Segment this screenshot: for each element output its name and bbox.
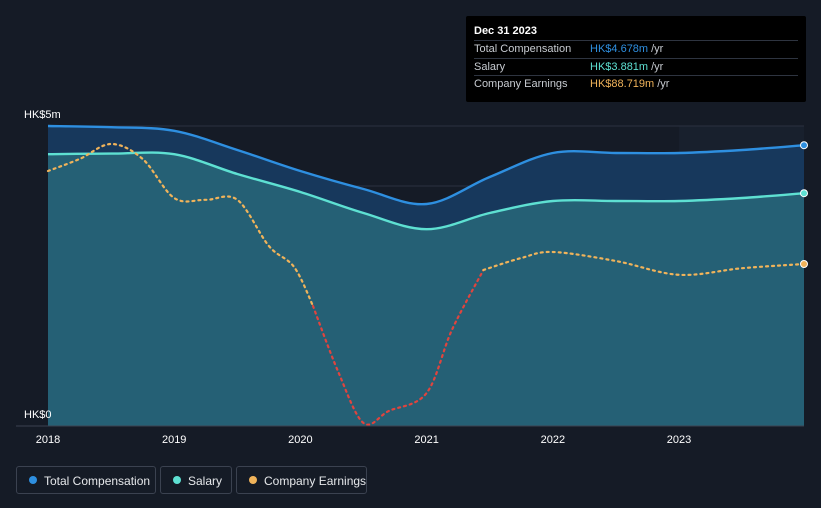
x-tick-label: 2018 [36, 434, 60, 446]
company-earnings-line [46, 142, 806, 426]
total-compensation-line [47, 124, 805, 206]
tooltip-label: Company Earnings [474, 78, 568, 90]
x-tick-label: 2023 [667, 434, 691, 446]
tooltip-label: Total Compensation [474, 43, 572, 55]
legend-item-company-earnings[interactable]: Company Earnings [236, 466, 367, 494]
salary-area [48, 152, 804, 426]
earnings-segment-dip [311, 268, 485, 426]
legend-label: Total Compensation [44, 474, 151, 488]
tooltip-value: HK$88.719m/yr [590, 78, 670, 90]
legend-label: Salary [188, 474, 223, 488]
earnings-segment-early [46, 142, 315, 308]
total-compensation-dot-icon [29, 476, 37, 484]
y-tick-label-bottom: HK$0 [24, 409, 52, 421]
salary-dot-icon [173, 476, 181, 484]
earnings-segment-late [482, 250, 806, 277]
x-tick-label: 2022 [541, 434, 565, 446]
tooltip: Dec 31 2023 Total Compensation HK$4.678m… [466, 16, 806, 102]
y-axis-ticks: HK$5m HK$0 [24, 109, 61, 421]
legend-item-salary[interactable]: Salary [160, 466, 232, 494]
tooltip-row-total: Total Compensation HK$4.678m/yr [474, 40, 798, 58]
tooltip-date: Dec 31 2023 [474, 25, 537, 37]
legend-item-total-compensation[interactable]: Total Compensation [16, 466, 156, 494]
salary-end-marker [800, 189, 808, 198]
x-tick-label: 2019 [162, 434, 186, 446]
tooltip-row-earnings: Company Earnings HK$88.719m/yr [474, 75, 798, 93]
tooltip-value: HK$4.678m/yr [590, 43, 664, 55]
tooltip-label: Salary [474, 61, 506, 73]
series-end-markers [800, 141, 808, 268]
y-tick-label-top: HK$5m [24, 109, 61, 121]
x-tick-label: 2021 [414, 434, 438, 446]
tooltip-row-salary: Salary HK$3.881m/yr [474, 58, 798, 76]
salary-line [47, 151, 805, 231]
earnings-end-marker [800, 260, 808, 268]
legend-label: Company Earnings [264, 474, 367, 488]
total-end-marker [800, 141, 808, 150]
x-axis-ticks: 2018 2019 2020 2021 2022 2023 [36, 434, 692, 446]
tooltip-value: HK$3.881m/yr [590, 61, 664, 73]
company-earnings-dot-icon [249, 476, 257, 484]
x-tick-label: 2020 [288, 434, 312, 446]
